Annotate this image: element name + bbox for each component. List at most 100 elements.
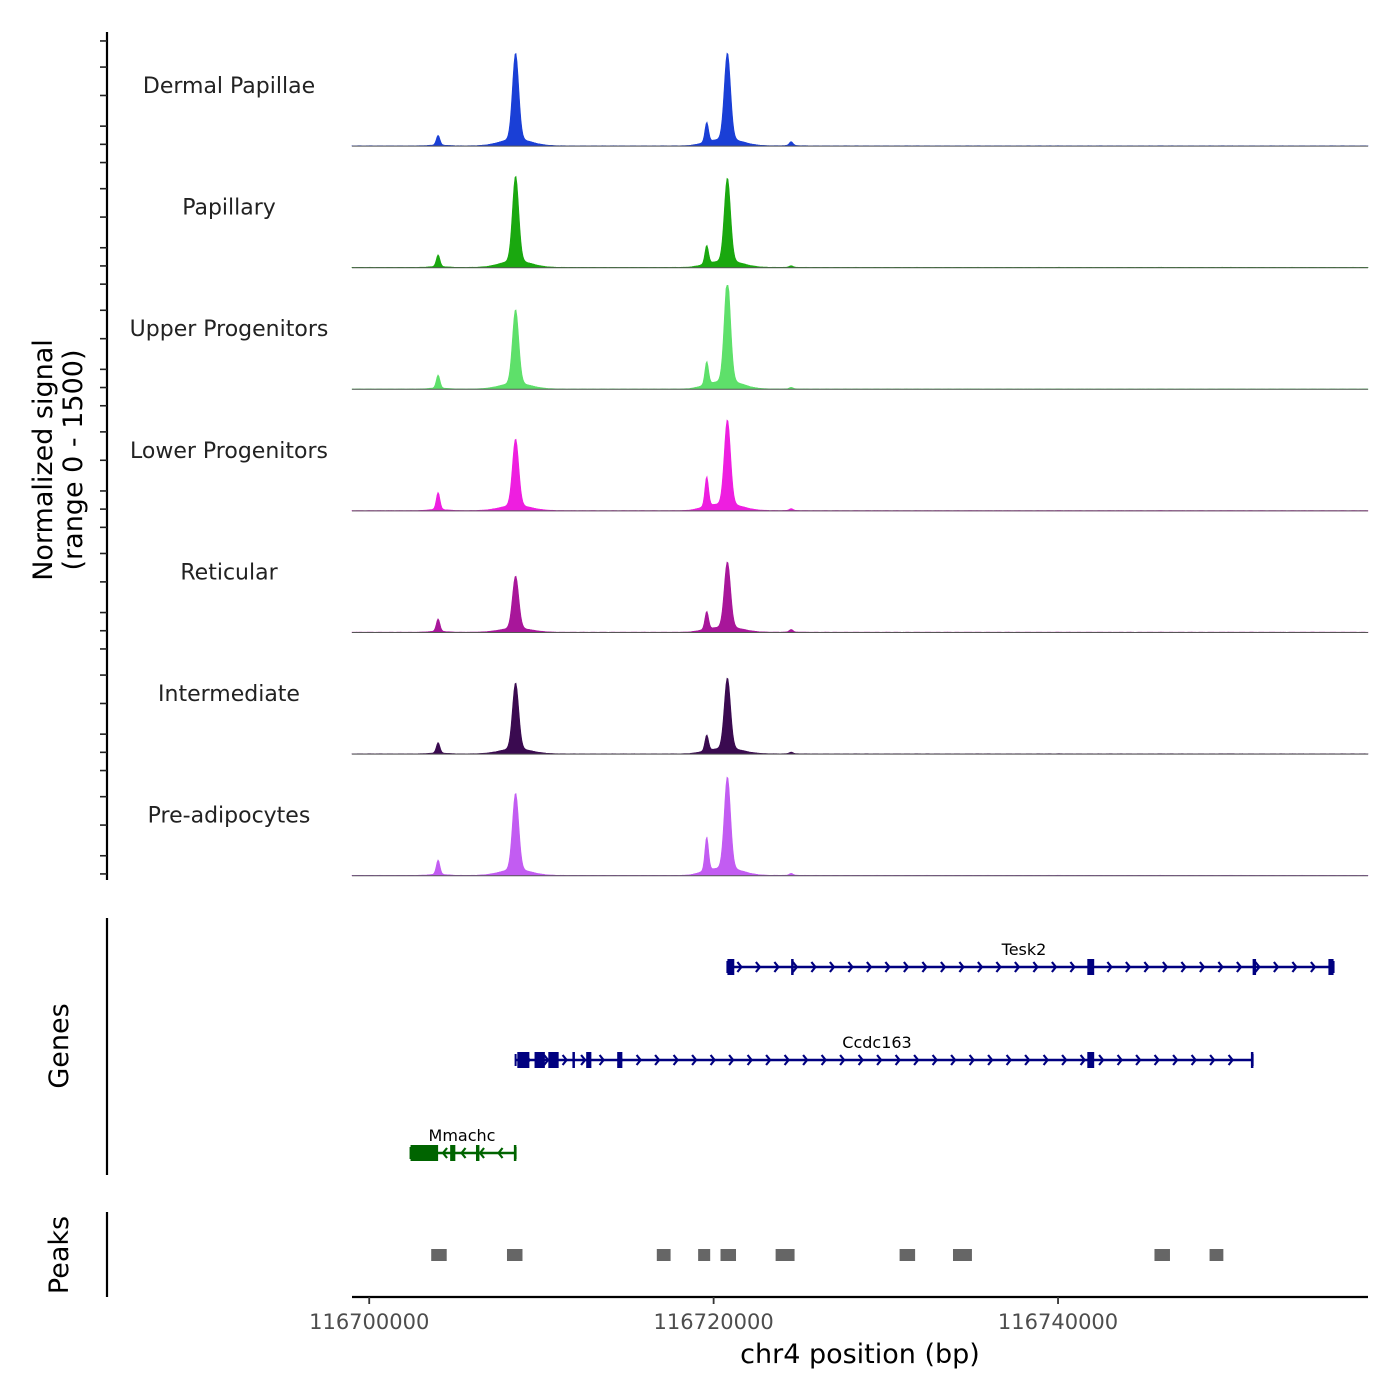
x-tick-label: 116720000: [654, 1310, 774, 1334]
strand-arrow: [691, 1054, 698, 1066]
peak-region-9: [1154, 1249, 1170, 1261]
strand-arrow: [460, 1147, 467, 1159]
strand-arrow: [1116, 1054, 1124, 1066]
strand-arrow: [755, 961, 762, 973]
peaks-panel-title: Peaks: [44, 1216, 75, 1294]
strand-arrow: [1125, 961, 1132, 973]
peak-region-8: [952, 1249, 972, 1261]
strand-arrow: [728, 1054, 735, 1066]
track-label-reticular: Reticular: [180, 560, 278, 585]
strand-arrow: [968, 1054, 976, 1066]
strand-arrow: [1032, 961, 1039, 973]
track-label-lower-progenitors: Lower Progenitors: [130, 439, 328, 464]
peak-region-10: [1209, 1249, 1224, 1261]
strand-arrow: [1227, 1054, 1235, 1066]
strand-arrow: [1236, 961, 1243, 973]
peak-region-3: [656, 1249, 671, 1261]
y-axis-title-line1: Normalized signal: [28, 339, 59, 581]
strand-arrow: [931, 1054, 939, 1066]
track-label-intermediate: Intermediate: [158, 682, 300, 707]
strand-arrow: [736, 961, 743, 973]
strand-arrow: [987, 1054, 994, 1066]
strand-arrow: [1180, 961, 1187, 973]
track-lower-progenitors: Lower Progenitors: [130, 419, 1369, 512]
track-label-dermal-papillae: Dermal Papillae: [143, 74, 315, 99]
strand-arrow: [866, 961, 873, 973]
strand-arrow: [894, 1054, 902, 1066]
strand-arrow: [995, 961, 1002, 973]
strand-arrow: [977, 961, 984, 973]
x-axis-title: chr4 position (bp): [740, 1339, 980, 1370]
strand-arrow: [1190, 1054, 1198, 1066]
strand-arrow: [1310, 961, 1317, 973]
strand-arrow: [1051, 961, 1058, 973]
gene-mmachc[interactable]: Mmachc: [409, 1126, 517, 1161]
exon: [410, 1145, 439, 1161]
track-reticular: Reticular: [180, 560, 1369, 633]
strand-arrow: [478, 1147, 485, 1159]
gene-ccdc163[interactable]: Ccdc163: [514, 1033, 1254, 1068]
strand-arrow: [1217, 961, 1224, 973]
strand-arrow: [1199, 961, 1206, 973]
strand-arrow: [884, 961, 891, 973]
strand-arrow: [829, 961, 836, 973]
signal-area-reticular: [351, 561, 1369, 633]
strand-arrow: [709, 1054, 717, 1066]
strand-arrow: [810, 961, 817, 973]
strand-arrow: [1254, 961, 1261, 973]
strand-arrow: [561, 1054, 569, 1066]
strand-arrow: [1024, 1054, 1031, 1066]
strand-arrow: [1042, 1054, 1050, 1066]
peak-region-1: [431, 1249, 447, 1261]
exon: [1328, 959, 1334, 975]
strand-arrow: [950, 1054, 957, 1066]
strand-arrow: [543, 1054, 550, 1066]
strand-arrow: [857, 1054, 865, 1066]
gene-tesk2[interactable]: Tesk2: [726, 940, 1335, 975]
x-axis: 116700000 116720000 116740000: [309, 1295, 1368, 1334]
track-pre-adipocytes: Pre-adipocytes: [148, 776, 1369, 877]
peak-region-5: [720, 1249, 737, 1261]
exon: [791, 959, 794, 975]
y-axis-title-line2: (range 0 - 1500): [58, 350, 89, 571]
strand-arrow: [1106, 961, 1113, 973]
x-tick-label: 116740000: [998, 1310, 1118, 1334]
strand-arrow: [654, 1054, 661, 1066]
strand-arrow: [1209, 1054, 1216, 1066]
peak-region-2: [506, 1249, 523, 1261]
exon: [727, 959, 735, 975]
track-intermediate: Intermediate: [158, 677, 1369, 755]
track-upper-progenitors: Upper Progenitors: [130, 285, 1369, 390]
exon: [1252, 959, 1257, 975]
exon: [1087, 959, 1095, 975]
peak-region-4: [698, 1249, 711, 1261]
track-label-upper-progenitors: Upper Progenitors: [130, 317, 329, 342]
peak-region-7: [899, 1249, 916, 1261]
axes-layer: Normalized signal (range 0 - 1500) Genes…: [28, 32, 980, 1370]
gene-annotation-track: Tesk2 Ccdc163 Mmachc: [409, 940, 1335, 1161]
strand-arrow: [1005, 1054, 1013, 1066]
exon: [617, 1052, 623, 1068]
strand-arrow: [1153, 1054, 1161, 1066]
signal-area-pre-adipocytes: [351, 776, 1369, 876]
peak-region-6: [775, 1249, 795, 1261]
signal-area-intermediate: [351, 677, 1369, 755]
track-papillary: Papillary: [182, 175, 1369, 269]
strand-arrow: [1098, 1054, 1105, 1066]
strand-arrow: [921, 961, 928, 973]
strand-arrow: [598, 1054, 606, 1066]
strand-arrow: [1162, 961, 1169, 973]
signal-area-dermal-papillae: [351, 52, 1369, 147]
strand-arrow: [820, 1054, 828, 1066]
strand-arrow: [792, 961, 799, 973]
strand-arrow: [1143, 961, 1150, 973]
strand-arrow: [441, 1147, 448, 1159]
strand-arrow: [876, 1054, 883, 1066]
strand-arrow: [1061, 1054, 1068, 1066]
strand-arrow: [783, 1054, 791, 1066]
strand-arrow: [1069, 961, 1076, 973]
strand-arrow: [746, 1054, 754, 1066]
exon: [475, 1145, 480, 1161]
